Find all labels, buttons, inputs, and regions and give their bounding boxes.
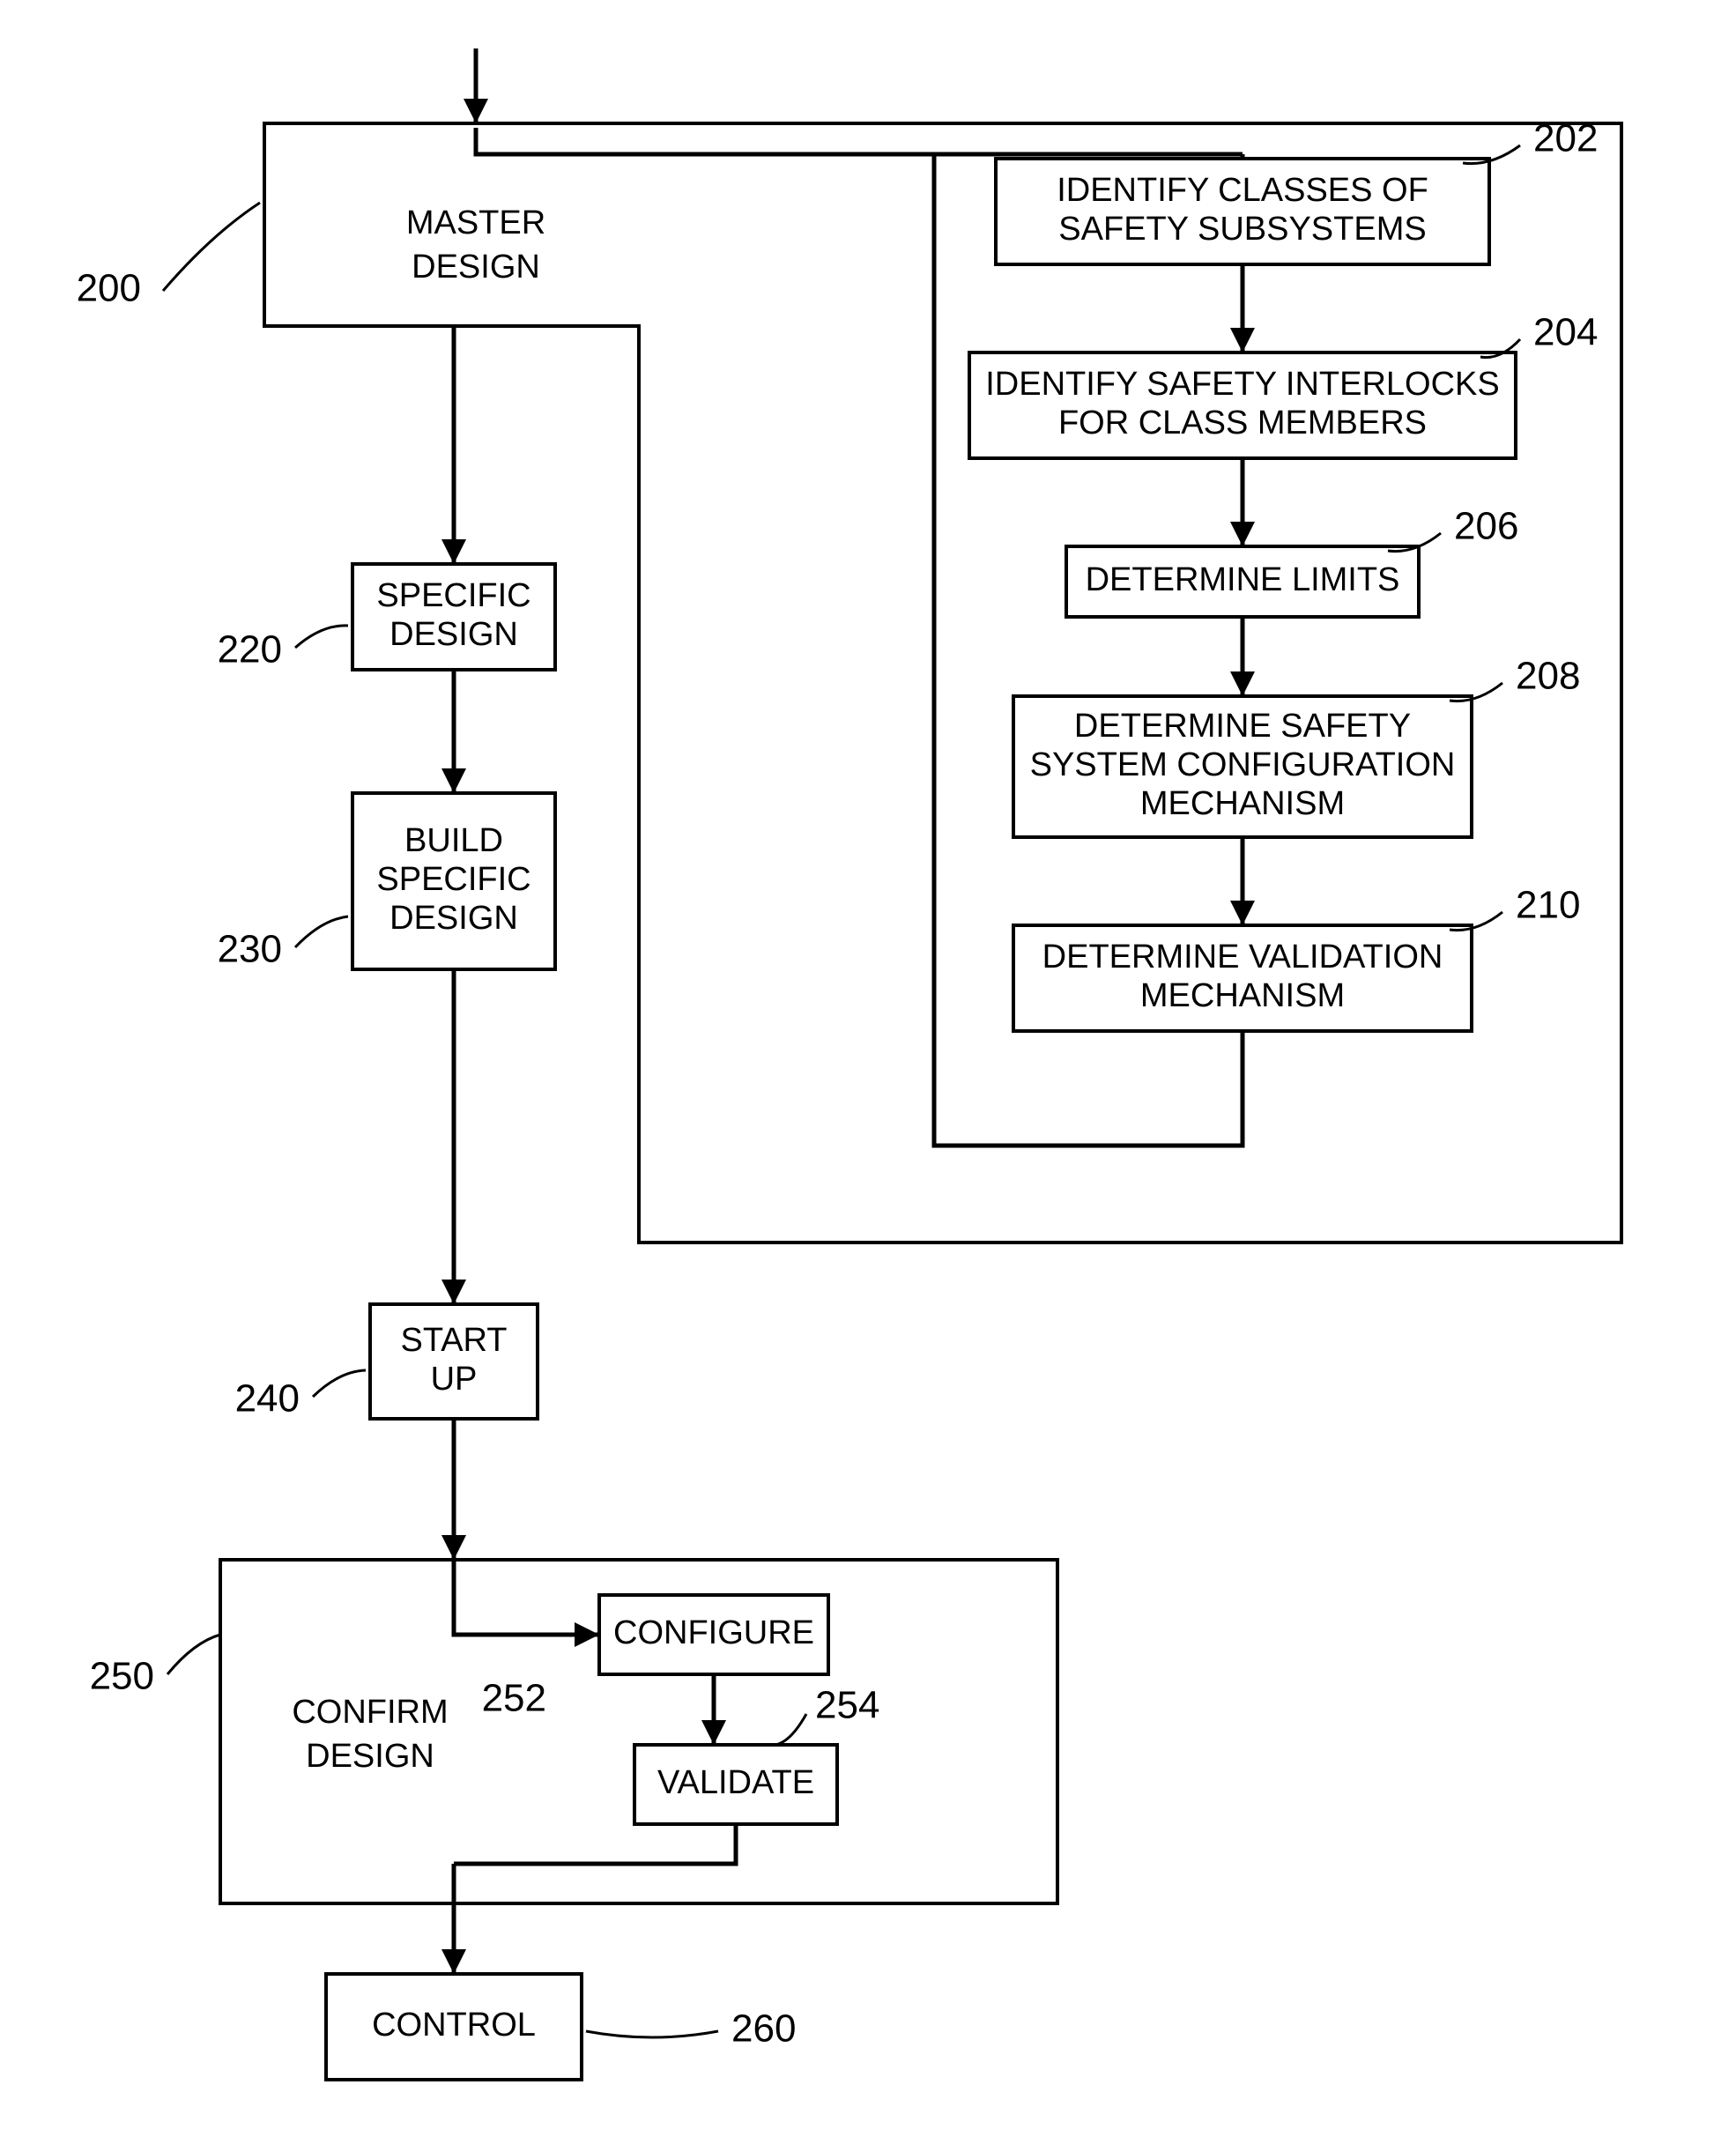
ref-leader-254 [775,1714,806,1745]
ref-250: 250 [90,1655,154,1698]
box-202-label: IDENTIFY CLASSES OF [1057,172,1428,209]
arrowhead [575,1622,599,1647]
ref-leader-220 [295,626,348,648]
master-design-title: DESIGN [412,249,540,286]
ref-260: 260 [731,2007,796,2051]
ref-leader-230 [295,916,348,947]
box-252-label: CONFIGURE [613,1614,814,1651]
connector [454,1824,736,1864]
flowchart: MASTER DESIGN CONFIRM DESIGN IDENTIFY CLASSE… [0,0,1736,2144]
arrowhead [441,768,466,793]
arrowhead [1230,522,1255,546]
ref-230: 230 [218,928,282,971]
box-240-label: UP [431,1361,478,1398]
box-210-label: DETERMINE VALIDATION [1042,938,1443,976]
box-204-label: FOR CLASS MEMBERS [1058,404,1427,441]
ref-208: 208 [1516,655,1580,698]
box-260-label: CONTROL [372,2007,536,2044]
box-220-label: SPECIFIC [376,577,530,614]
arrowhead [441,539,466,564]
box-230-label: BUILD [404,822,503,859]
confirm-design-title: DESIGN [306,1738,434,1775]
box-208-label: DETERMINE SAFETY [1074,708,1411,745]
arrowhead [701,1720,726,1745]
box-210-label: MECHANISM [1140,977,1345,1014]
arrowhead [1230,671,1255,696]
confirm-design-title: CONFIRM [292,1694,448,1731]
ref-254: 254 [815,1684,879,1727]
master-design-container [264,123,1621,1243]
box-254-label: VALIDATE [657,1764,814,1801]
ref-leader-240 [313,1370,366,1397]
master-design-title: MASTER [406,204,545,241]
ref-leader-260 [586,2031,718,2037]
arrowhead [1230,901,1255,925]
ref-206: 206 [1454,505,1518,548]
ref-252: 252 [482,1677,546,1720]
arrowhead [441,1280,466,1304]
ref-220: 220 [218,628,282,671]
connector [454,1560,599,1635]
connector [476,128,1243,154]
ref-202: 202 [1533,117,1598,160]
arrowhead [1230,328,1255,352]
box-208-label: SYSTEM CONFIGURATION [1030,746,1456,783]
box-230-label: SPECIFIC [376,861,530,898]
ref-leader-200 [163,203,260,291]
arrowhead [441,1949,466,1974]
ref-210: 210 [1516,884,1580,927]
arrowhead [464,99,488,123]
ref-200: 200 [77,267,141,310]
box-240-label: START [400,1322,507,1359]
box-230-label: DESIGN [389,900,518,937]
box-220-label: DESIGN [389,616,518,653]
box-202-label: SAFETY SUBSYSTEMS [1058,211,1426,248]
arrowhead [441,1535,466,1560]
ref-204: 204 [1533,311,1598,354]
box-204-label: IDENTIFY SAFETY INTERLOCKS [985,366,1500,403]
ref-240: 240 [235,1377,300,1421]
box-208-label: MECHANISM [1140,785,1345,822]
box-206-label: DETERMINE LIMITS [1086,561,1400,598]
ref-leader-250 [167,1635,220,1674]
